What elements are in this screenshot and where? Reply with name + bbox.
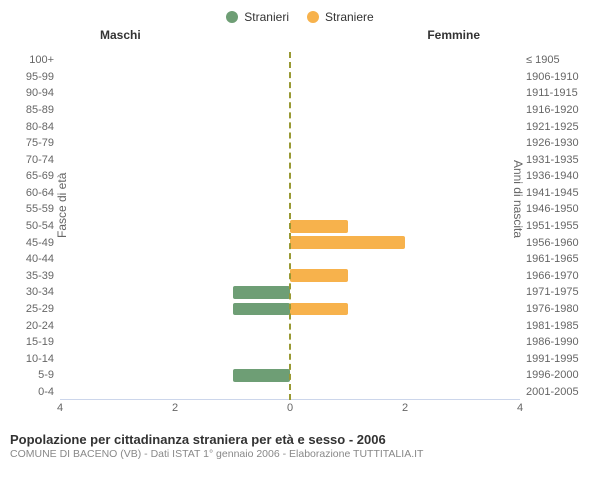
age-label: 50-54 — [10, 220, 54, 232]
birth-label: 1906-1910 — [526, 71, 592, 83]
center-line — [289, 52, 291, 400]
birth-label: ≤ 1905 — [526, 54, 592, 66]
birth-label: 1956-1960 — [526, 237, 592, 249]
x-tick: 0 — [287, 402, 293, 414]
birth-label: 1931-1935 — [526, 154, 592, 166]
age-label: 30-34 — [10, 286, 54, 298]
legend-swatch-male — [226, 11, 238, 23]
age-label: 55-59 — [10, 203, 54, 215]
x-tick: 2 — [172, 402, 178, 414]
legend-item-male[interactable]: Stranieri — [226, 6, 289, 28]
age-label: 20-24 — [10, 320, 54, 332]
age-label: 40-44 — [10, 253, 54, 265]
bar-male[interactable] — [233, 286, 291, 299]
birth-label: 2001-2005 — [526, 386, 592, 398]
age-label: 65-69 — [10, 170, 54, 182]
footer: Popolazione per cittadinanza straniera p… — [0, 428, 600, 460]
x-axis-right — [290, 399, 520, 400]
x-tick: 4 — [517, 402, 523, 414]
age-label: 5-9 — [10, 369, 54, 381]
legend-label-male: Stranieri — [244, 10, 289, 24]
age-label: 80-84 — [10, 121, 54, 133]
age-label: 75-79 — [10, 137, 54, 149]
birth-label: 1936-1940 — [526, 170, 592, 182]
legend-swatch-female — [307, 11, 319, 23]
bar-female[interactable] — [290, 236, 405, 249]
header-right: Femmine — [427, 28, 480, 48]
birth-label: 1976-1980 — [526, 303, 592, 315]
birth-label: 1971-1975 — [526, 286, 592, 298]
chart-subtitle: COMUNE DI BACENO (VB) - Dati ISTAT 1° ge… — [10, 448, 590, 460]
birth-label: 1941-1945 — [526, 187, 592, 199]
x-tick: 4 — [57, 402, 63, 414]
legend: Stranieri Straniere — [0, 0, 600, 28]
bar-male[interactable] — [233, 303, 291, 316]
x-axis-left — [60, 399, 290, 400]
age-label: 90-94 — [10, 87, 54, 99]
age-label: 15-19 — [10, 336, 54, 348]
chart-container: Stranieri Straniere Maschi Femmine Fasce… — [0, 0, 600, 500]
bar-female[interactable] — [290, 269, 348, 282]
birth-label: 1991-1995 — [526, 353, 592, 365]
birth-label: 1961-1965 — [526, 253, 592, 265]
legend-item-female[interactable]: Straniere — [307, 6, 374, 28]
header-left: Maschi — [100, 28, 141, 48]
birth-label: 1951-1955 — [526, 220, 592, 232]
age-label: 10-14 — [10, 353, 54, 365]
age-label: 85-89 — [10, 104, 54, 116]
birth-label: 1986-1990 — [526, 336, 592, 348]
plot-area: Fasce di età Anni di nascita 100+≤ 19059… — [60, 48, 520, 428]
age-label: 25-29 — [10, 303, 54, 315]
birth-label: 1916-1920 — [526, 104, 592, 116]
birth-label: 1981-1985 — [526, 320, 592, 332]
age-label: 70-74 — [10, 154, 54, 166]
x-ticks: 4 2 0 2 4 — [60, 402, 520, 418]
legend-label-female: Straniere — [325, 10, 374, 24]
birth-label: 1926-1930 — [526, 137, 592, 149]
birth-label: 1946-1950 — [526, 203, 592, 215]
age-label: 60-64 — [10, 187, 54, 199]
age-label: 35-39 — [10, 270, 54, 282]
chart-title: Popolazione per cittadinanza straniera p… — [10, 432, 590, 447]
bar-female[interactable] — [290, 220, 348, 233]
age-label: 0-4 — [10, 386, 54, 398]
side-headers: Maschi Femmine — [0, 28, 600, 48]
bar-female[interactable] — [290, 303, 348, 316]
x-tick: 2 — [402, 402, 408, 414]
birth-label: 1921-1925 — [526, 121, 592, 133]
age-label: 45-49 — [10, 237, 54, 249]
age-label: 95-99 — [10, 71, 54, 83]
age-label: 100+ — [10, 54, 54, 66]
birth-label: 1966-1970 — [526, 270, 592, 282]
birth-label: 1911-1915 — [526, 87, 592, 99]
birth-label: 1996-2000 — [526, 369, 592, 381]
bar-male[interactable] — [233, 369, 291, 382]
